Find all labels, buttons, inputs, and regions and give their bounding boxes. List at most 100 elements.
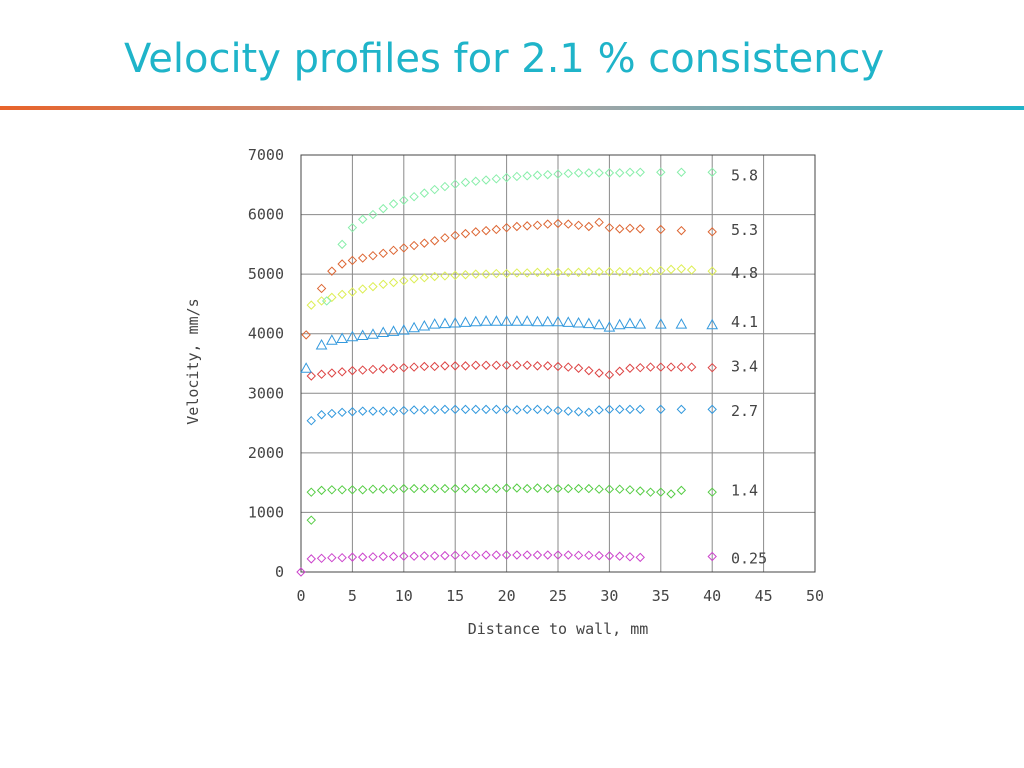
y-tick-label: 7000 [248, 146, 284, 164]
data-point [522, 221, 532, 231]
series-label: 2.7 [731, 402, 758, 420]
x-tick-label: 20 [498, 587, 516, 605]
x-tick-label: 35 [652, 587, 670, 605]
data-point [481, 225, 491, 236]
data-point [573, 267, 584, 278]
series-5.3 [301, 217, 717, 340]
data-point [327, 368, 337, 378]
data-point [368, 209, 378, 220]
data-point [378, 248, 388, 258]
data-point [594, 484, 604, 494]
data-point [316, 553, 327, 564]
series-1.4 [306, 483, 717, 525]
data-point [409, 191, 419, 202]
data-point [409, 362, 419, 372]
data-point [418, 319, 431, 331]
data-point [625, 223, 635, 233]
y-tick-label: 1000 [248, 503, 284, 521]
data-point [614, 168, 625, 178]
data-point [563, 168, 573, 179]
y-tick-label: 6000 [248, 206, 284, 224]
data-point [399, 551, 409, 561]
data-point [387, 325, 400, 336]
data-point [408, 321, 420, 333]
data-point [450, 179, 460, 189]
data-point [440, 550, 450, 561]
data-point [409, 405, 419, 415]
data-point [471, 360, 481, 370]
data-point [439, 317, 451, 329]
data-point [706, 318, 719, 330]
data-point [440, 271, 450, 281]
data-point [429, 236, 440, 246]
data-point [584, 365, 594, 376]
data-point [491, 174, 502, 184]
data-point [419, 483, 430, 494]
data-point [593, 318, 605, 330]
data-point [409, 274, 419, 284]
data-point [337, 239, 347, 250]
data-point [491, 224, 502, 235]
data-point [656, 487, 666, 497]
data-point [321, 296, 332, 306]
data-point [676, 485, 687, 496]
data-point [368, 250, 378, 261]
y-tick-label: 5000 [248, 265, 284, 283]
data-point [584, 221, 594, 232]
data-point [450, 270, 460, 281]
data-point [594, 267, 604, 277]
data-point [460, 228, 471, 239]
data-point [481, 175, 491, 185]
data-point [306, 300, 316, 310]
data-point [676, 225, 687, 236]
data-point [522, 268, 532, 278]
series-5.8 [321, 167, 717, 306]
data-point [635, 404, 645, 415]
data-point [471, 176, 481, 186]
data-point [635, 167, 645, 177]
data-point [440, 181, 450, 192]
data-point [471, 269, 481, 279]
data-point [327, 485, 337, 495]
data-point [584, 407, 594, 418]
data-point [368, 552, 378, 562]
data-point [512, 483, 522, 493]
data-point [347, 255, 358, 266]
data-point [459, 316, 472, 327]
data-point [543, 361, 553, 371]
data-point [481, 483, 491, 494]
data-point [306, 371, 316, 381]
data-point [625, 404, 635, 415]
data-point [645, 266, 656, 276]
data-point [481, 404, 491, 415]
data-point [553, 483, 563, 494]
data-point [481, 269, 491, 279]
series-4.8 [306, 264, 717, 310]
data-point [512, 360, 522, 370]
data-point [357, 406, 368, 416]
data-point [356, 329, 369, 341]
series-label: 3.4 [731, 357, 758, 375]
data-point [522, 483, 532, 494]
data-point [634, 318, 647, 329]
data-point [553, 169, 563, 179]
data-point [378, 203, 388, 214]
data-point [481, 550, 491, 560]
data-point [357, 284, 368, 294]
data-point [604, 484, 615, 494]
data-point [368, 484, 378, 494]
data-point [512, 171, 522, 182]
data-point [521, 315, 534, 326]
data-point [377, 326, 390, 338]
series-label: 4.1 [731, 313, 758, 331]
data-point [388, 245, 399, 256]
data-point [378, 484, 388, 494]
data-point [399, 483, 409, 494]
data-point [604, 222, 615, 233]
data-point [500, 315, 513, 326]
data-point [553, 218, 563, 229]
data-point [573, 407, 584, 417]
data-point [543, 169, 553, 180]
data-point [635, 486, 645, 496]
data-point [419, 405, 430, 415]
